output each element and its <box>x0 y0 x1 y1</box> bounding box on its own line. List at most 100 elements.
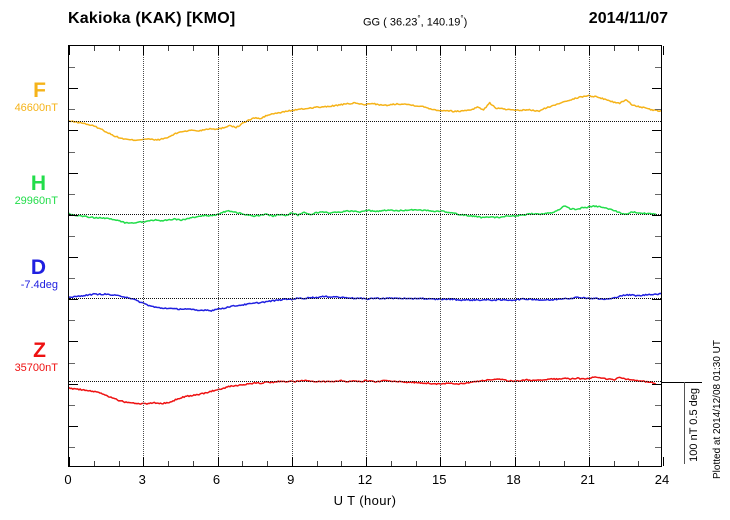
xaxis-tick <box>440 46 442 55</box>
yaxis-tick <box>69 341 78 343</box>
xaxis-tick <box>217 46 219 55</box>
xaxis-tick <box>638 461 640 466</box>
component-letter-h: H <box>30 171 46 195</box>
xaxis-tick <box>564 461 565 466</box>
vertical-gridline <box>291 46 293 466</box>
xaxis-tick <box>143 457 145 466</box>
vertical-gridline <box>588 46 590 466</box>
yaxis-tick <box>655 235 661 237</box>
xaxis-tick <box>291 46 293 55</box>
xaxis-tick <box>415 46 417 51</box>
xaxis-tick <box>663 457 664 466</box>
vertical-gridline <box>217 46 219 466</box>
trace-d <box>69 292 661 312</box>
yaxis-tick <box>69 67 75 69</box>
yaxis-tick <box>69 214 78 216</box>
xaxis-tick <box>564 46 565 51</box>
xaxis-tick <box>69 457 70 466</box>
xaxis-tick <box>217 457 219 466</box>
xaxis-tick <box>143 46 145 55</box>
station-title: Kakioka (KAK) [KMO] <box>68 10 236 27</box>
yaxis-tick <box>655 109 661 111</box>
xaxis-tick <box>267 461 268 466</box>
xaxis-tick <box>316 461 318 466</box>
xaxis-title: U T (hour) <box>333 493 397 508</box>
component-letter-f: F <box>33 79 46 103</box>
yaxis-tick <box>69 404 75 406</box>
xaxis-tick-label: 21 <box>580 472 595 487</box>
xaxis-tick <box>489 46 491 51</box>
xaxis-tick <box>118 46 120 51</box>
baseline-f <box>69 121 661 123</box>
trace-h <box>69 205 657 224</box>
xaxis-tick <box>192 46 194 51</box>
yaxis-tick <box>69 193 75 195</box>
xaxis-tick <box>390 46 392 51</box>
geo-coords-lon: , 140.19 <box>420 16 461 29</box>
xaxis-tick <box>168 461 169 466</box>
xaxis-tick <box>316 46 318 51</box>
vertical-gridline <box>440 46 442 466</box>
xaxis-tick <box>415 461 417 466</box>
component-value-z: 35700nT <box>14 362 58 375</box>
yaxis-tick <box>69 151 75 153</box>
yaxis-tick <box>69 109 75 111</box>
xaxis-tick-label: 24 <box>654 472 670 487</box>
xaxis-tick <box>341 46 343 51</box>
yaxis-tick <box>655 151 661 153</box>
baseline-h <box>69 213 661 215</box>
yaxis-tick <box>655 362 661 364</box>
xaxis-tick <box>638 46 640 51</box>
xaxis-tick <box>539 46 541 51</box>
yaxis-tick <box>655 193 661 195</box>
xaxis-tick <box>440 457 442 466</box>
yaxis-tick <box>652 299 661 301</box>
yaxis-tick <box>69 88 78 90</box>
scale-units-label: 100 nT 0.5 deg <box>688 388 700 462</box>
yaxis-tick <box>652 130 661 132</box>
vertical-gridline <box>366 46 367 466</box>
xaxis-tick <box>390 461 392 466</box>
scalebar-cap <box>662 382 702 383</box>
xaxis-tick <box>613 46 615 51</box>
yaxis-tick <box>655 446 661 448</box>
xaxis-tick-label: 9 <box>287 472 295 487</box>
yaxis-tick <box>652 172 661 174</box>
yaxis-tick <box>69 320 75 322</box>
yaxis-tick <box>655 404 661 406</box>
degree-symbol-lat: ° <box>417 14 421 23</box>
xaxis-tick-label: 12 <box>357 472 373 487</box>
plot-inner <box>69 46 661 466</box>
xaxis-tick <box>539 461 541 466</box>
vertical-gridline <box>514 46 516 466</box>
vertical-gridline <box>143 46 145 466</box>
xaxis-tick <box>93 461 95 466</box>
yaxis-tick <box>652 425 661 427</box>
yaxis-tick <box>69 235 75 237</box>
degree-symbol-lon: ° <box>460 14 464 23</box>
yaxis-tick <box>655 278 661 280</box>
xaxis-tick-label: 18 <box>506 472 521 487</box>
xaxis-tick <box>514 46 516 55</box>
yaxis-tick <box>652 383 661 385</box>
yaxis-tick <box>69 257 78 258</box>
xaxis-tick <box>588 46 590 55</box>
xaxis-tick <box>663 46 664 55</box>
trace-f <box>69 94 661 142</box>
yaxis-tick <box>69 278 75 280</box>
yaxis-tick <box>655 320 661 322</box>
xaxis-tick <box>366 46 367 55</box>
xaxis-tick <box>341 461 343 466</box>
xaxis-tick <box>366 457 367 466</box>
plot-frame <box>68 45 664 467</box>
xaxis-tick-label: 6 <box>212 472 221 487</box>
xaxis-tick-label: 3 <box>138 472 146 487</box>
xaxis-tick <box>514 457 516 466</box>
xaxis-tick <box>242 461 244 466</box>
xaxis-tick <box>168 46 169 51</box>
yaxis-tick <box>652 88 661 90</box>
yaxis-tick <box>69 383 78 385</box>
xaxis-tick <box>267 46 268 51</box>
yaxis-tick <box>655 67 661 69</box>
